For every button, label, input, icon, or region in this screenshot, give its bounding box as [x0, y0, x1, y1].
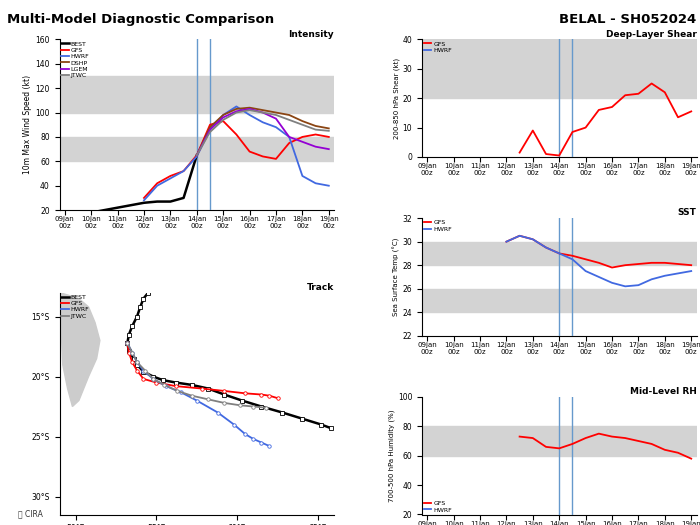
Text: Multi-Model Diagnostic Comparison: Multi-Model Diagnostic Comparison: [7, 13, 274, 26]
Legend: BEST, GFS, HWRF, DSHP, LGEM, JTWC: BEST, GFS, HWRF, DSHP, LGEM, JTWC: [62, 41, 90, 78]
Legend: GFS, HWRF: GFS, HWRF: [424, 41, 452, 53]
Polygon shape: [60, 292, 100, 406]
Text: ⓒ CIRA: ⓒ CIRA: [18, 510, 43, 519]
Legend: GFS, HWRF: GFS, HWRF: [424, 501, 452, 512]
Legend: BEST, GFS, HWRF, JTWC: BEST, GFS, HWRF, JTWC: [62, 295, 90, 319]
Text: Mid-Level RH: Mid-Level RH: [629, 387, 696, 396]
Text: SST: SST: [678, 208, 696, 217]
Y-axis label: 200-850 hPa Shear (kt): 200-850 hPa Shear (kt): [393, 58, 400, 139]
Y-axis label: Sea Surface Temp (°C): Sea Surface Temp (°C): [393, 238, 400, 316]
Text: Deep-Layer Shear: Deep-Layer Shear: [606, 29, 696, 39]
Bar: [422, 289, 696, 312]
Y-axis label: 10m Max Wind Speed (kt): 10m Max Wind Speed (kt): [24, 75, 32, 174]
Legend: GFS, HWRF: GFS, HWRF: [424, 220, 452, 232]
Bar: [60, 76, 334, 112]
Bar: [422, 426, 696, 456]
Bar: [60, 137, 334, 161]
Text: BELAL - SH052024: BELAL - SH052024: [559, 13, 696, 26]
Bar: [422, 39, 696, 98]
Text: Intensity: Intensity: [288, 29, 334, 39]
Y-axis label: 700-500 hPa Humidity (%): 700-500 hPa Humidity (%): [389, 410, 395, 502]
Bar: [422, 242, 696, 265]
Text: Track: Track: [307, 283, 334, 292]
